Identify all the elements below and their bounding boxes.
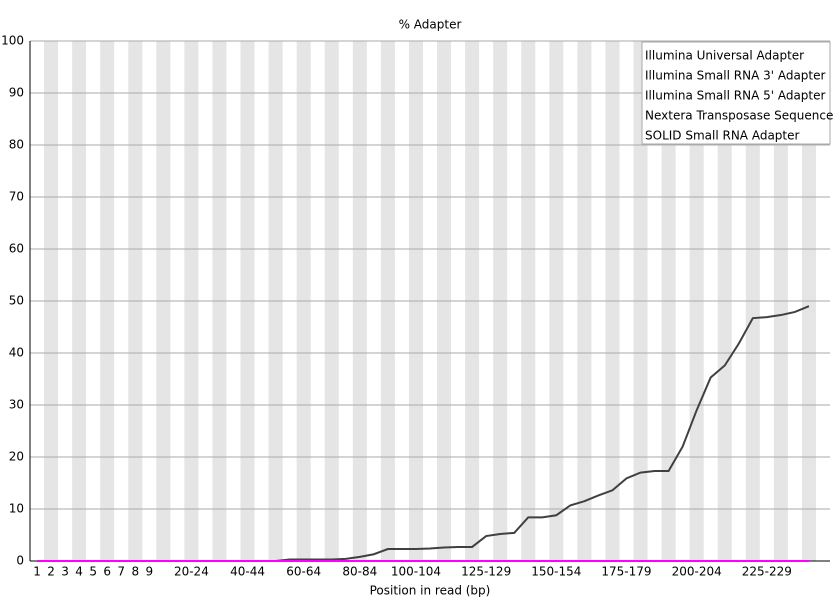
x-tick-label: 125-129	[461, 565, 511, 579]
x-tick-label: 3	[61, 565, 69, 579]
x-tick-label: 9	[145, 565, 153, 579]
x-tick-label: 8	[131, 565, 139, 579]
y-tick-label: 40	[9, 346, 24, 360]
y-tick-label: 100	[1, 34, 24, 48]
x-tick-label: 175-179	[601, 565, 651, 579]
y-tick-label: 20	[9, 450, 24, 464]
x-tick-label: 5	[89, 565, 97, 579]
chart-title: % Adapter	[399, 18, 462, 32]
x-tick-label: 7	[117, 565, 125, 579]
y-tick-label: 10	[9, 502, 24, 516]
x-tick-label: 1	[33, 565, 41, 579]
x-tick-label: 6	[103, 565, 111, 579]
x-tick-label: 60-64	[286, 565, 321, 579]
x-tick-label: 200-204	[672, 565, 722, 579]
y-tick-label: 0	[16, 554, 24, 568]
y-tick-label: 60	[9, 242, 24, 256]
y-tick-label: 30	[9, 398, 24, 412]
x-tick-label: 150-154	[531, 565, 581, 579]
x-tick-label: 100-104	[391, 565, 441, 579]
x-tick-label: 4	[75, 565, 83, 579]
y-tick-label: 80	[9, 138, 24, 152]
legend-entry: Nextera Transposase Sequence	[645, 109, 833, 123]
legend-entry: Illumina Universal Adapter	[645, 49, 804, 63]
legend-box	[641, 41, 831, 145]
x-tick-label: 225-229	[742, 565, 792, 579]
y-tick-label: 90	[9, 86, 24, 100]
y-tick-label: 50	[9, 294, 24, 308]
legend-entry: Illumina Small RNA 3' Adapter	[645, 69, 826, 83]
x-tick-label: 2	[47, 565, 55, 579]
y-tick-label: 70	[9, 190, 24, 204]
x-axis-label: Position in read (bp)	[370, 584, 491, 598]
legend-entry: SOLID Small RNA Adapter	[645, 129, 799, 143]
x-tick-label: 40-44	[230, 565, 265, 579]
legend-entry: Illumina Small RNA 5' Adapter	[645, 89, 826, 103]
x-tick-label: 80-84	[342, 565, 377, 579]
x-tick-label: 20-24	[174, 565, 209, 579]
